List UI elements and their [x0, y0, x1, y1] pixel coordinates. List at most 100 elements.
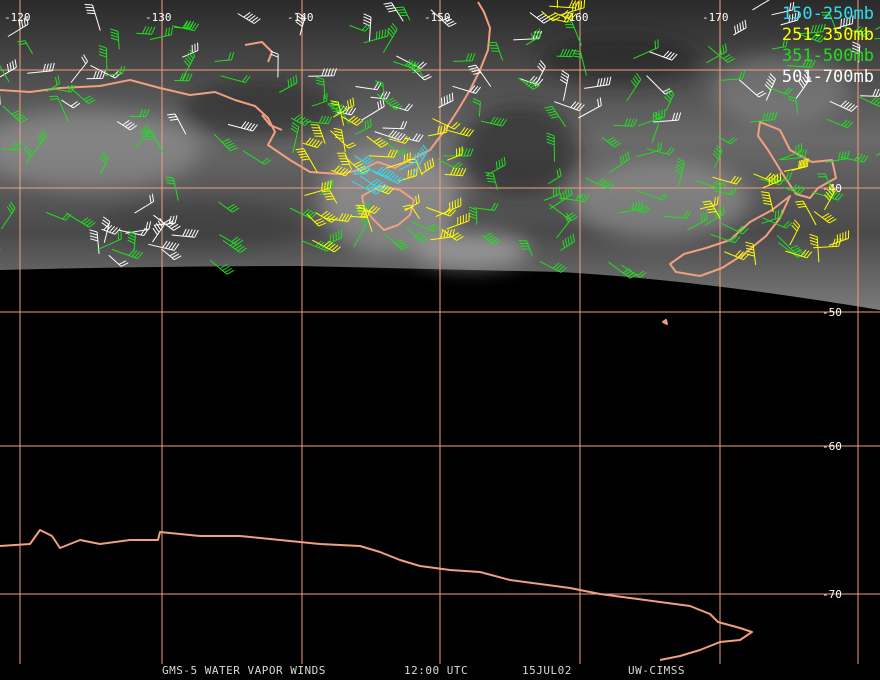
wind-barb [753, 172, 778, 182]
wind-barb [559, 70, 570, 101]
graticule [0, 0, 880, 664]
footer-time: 12:00 UTC [404, 664, 469, 677]
wind-barb [782, 184, 806, 194]
wind-barb [404, 194, 420, 212]
wind-barb [407, 63, 424, 77]
wind-barb [149, 26, 174, 40]
wind-barb [386, 152, 411, 169]
wind-barb [653, 112, 682, 123]
wind-barb [646, 147, 675, 156]
wind-barb [738, 79, 767, 98]
wind-barb [7, 16, 29, 37]
wind-barb [486, 156, 506, 176]
wind-barb [633, 39, 659, 60]
wind-barb [467, 64, 492, 87]
wind-barb [438, 92, 454, 108]
wind-barb [813, 211, 837, 224]
wind-barb [771, 2, 795, 16]
wind-barb [572, 50, 587, 76]
wind-barb [84, 3, 101, 31]
wind-barb [430, 228, 455, 241]
wind-barb [546, 132, 555, 162]
wind-barb [851, 41, 861, 63]
wind-barb [544, 105, 567, 128]
wind-barb [354, 118, 372, 135]
wind-barb [134, 193, 155, 214]
wind-barb [66, 212, 96, 228]
wind-barb [441, 228, 464, 241]
wind-barb [780, 149, 808, 161]
wind-barb [111, 248, 144, 260]
wind-barb [171, 21, 200, 32]
wind-barb [840, 153, 869, 163]
wind-barb [357, 205, 381, 215]
wind-barb [473, 202, 499, 211]
wind-barb [46, 75, 60, 93]
wind-barb [395, 6, 411, 21]
wind-barb [629, 204, 652, 214]
wind-barb [712, 144, 723, 169]
wind-barb [333, 127, 346, 152]
wind-barb [686, 211, 708, 231]
wind-barb [323, 213, 353, 222]
wind-barb [696, 180, 727, 190]
wind-barb [96, 230, 122, 251]
wind-barb [290, 121, 300, 154]
wind-barb [153, 214, 181, 231]
wind-barb [821, 11, 840, 39]
wind-barb [843, 25, 872, 38]
wind-barb [101, 223, 121, 235]
wind-barb [447, 146, 463, 161]
wind-barb [392, 103, 413, 112]
wind-barb [768, 87, 793, 95]
wind-barb [368, 149, 398, 158]
wind-barb [717, 136, 738, 145]
lon-label: -120 [4, 11, 31, 24]
wind-barb [374, 184, 395, 195]
wind-barb [549, 186, 573, 210]
wind-barb [762, 217, 793, 229]
wind-barb [733, 19, 747, 36]
wind-barb [787, 59, 816, 68]
wind-barb [351, 209, 371, 219]
wind-barb [295, 148, 318, 173]
footer-product: GMS-5 WATER VAPOR WINDS [162, 664, 326, 677]
wind-barb [355, 82, 382, 91]
australia-coast [244, 41, 273, 63]
wind-barb [352, 166, 371, 175]
wind-barb [435, 197, 462, 218]
lat-label: -40 [822, 182, 842, 195]
wind-barb [637, 190, 669, 201]
lon-label: -130 [145, 11, 172, 24]
wind-barb [833, 15, 854, 30]
wind-barb [858, 96, 880, 107]
wind-barb [0, 59, 17, 78]
wind-barb [136, 26, 156, 35]
wind-barb [707, 45, 736, 63]
wind-barb [0, 201, 16, 230]
wind-barb [760, 191, 774, 213]
wind-barb [825, 150, 850, 163]
wind-barb [518, 77, 541, 90]
wind-barb [304, 180, 332, 196]
wind-barb [585, 177, 615, 190]
lon-label: -170 [702, 11, 729, 24]
wind-barb [129, 109, 150, 118]
pressure-legend: 150-250mb 251-350mb 351-500mb 501-700mb [782, 4, 874, 88]
wind-barb [796, 32, 827, 43]
wind-barb [127, 230, 136, 252]
wind-barb [302, 137, 323, 148]
wind-barb [331, 165, 352, 177]
legend-150-250: 150-250mb [781, 4, 874, 24]
legend-501-700: 501-700mb [781, 67, 874, 87]
wind-barb [17, 40, 34, 55]
wind-barb [468, 206, 478, 225]
wind-barb [764, 73, 776, 101]
wind-barb [613, 118, 638, 127]
wind-barb [218, 201, 240, 213]
wind-barb [721, 222, 749, 235]
wind-barb [237, 12, 261, 24]
wind-barb [724, 250, 750, 261]
lat-label: -60 [822, 440, 842, 453]
wind-barb [718, 70, 746, 81]
